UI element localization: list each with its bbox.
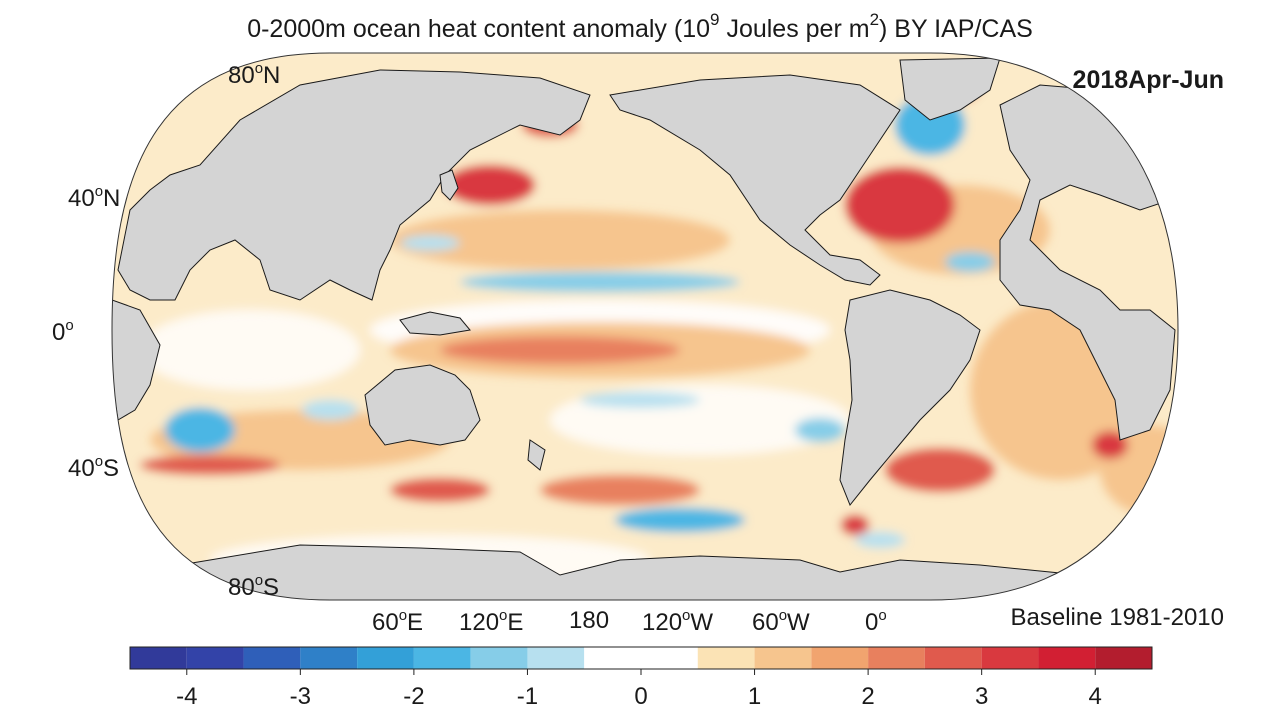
land-japan <box>439 169 459 201</box>
colorbar-tick-label: 4 <box>1088 683 1102 710</box>
title-exponent-2: 2 <box>869 10 880 29</box>
colorbar-swatch <box>413 647 471 669</box>
colorbar-swatch <box>1095 647 1152 669</box>
lat-label-80s: 80oS <box>228 572 280 601</box>
lon-label-120w: 120oW <box>642 607 714 636</box>
colorbar-tick-label: -2 <box>403 683 425 710</box>
colorbar-swatch <box>697 647 755 669</box>
lon-label-180: 180 <box>569 607 610 634</box>
period-label: 2018Apr-Jun <box>1072 66 1224 94</box>
figure-title: 0-2000m ocean heat content anomaly (109 … <box>0 10 1280 44</box>
title-suffix: ) BY IAP/CAS <box>879 15 1033 43</box>
lat-label-40n: 40oN <box>68 183 121 212</box>
land-masses <box>112 57 1176 600</box>
colorbar-tick-label: 2 <box>861 683 875 710</box>
land-europe-africa <box>999 84 1176 441</box>
land-indonesia <box>399 311 471 336</box>
colorbar-swatch <box>811 647 869 669</box>
colorbar-swatch <box>130 647 187 669</box>
colorbar-swatch <box>981 647 1039 669</box>
lon-label-60e: 60oE <box>372 607 424 636</box>
colorbar-tick-label: -3 <box>289 683 311 710</box>
lon-label-0: 0o <box>865 607 887 636</box>
lat-label-80n: 80oN <box>228 60 281 89</box>
colorbar-tick-label: 3 <box>974 683 989 710</box>
colorbar-tick-label: 1 <box>747 683 762 710</box>
title-exponent-1: 9 <box>710 10 720 29</box>
colorbar-swatch <box>300 647 358 669</box>
colorbar-tick-label: -1 <box>516 683 539 710</box>
colorbar-swatch <box>470 647 528 669</box>
land-australia <box>364 364 481 446</box>
colorbar-swatch <box>754 647 812 669</box>
colorbar <box>129 646 1153 675</box>
lat-label-40s: 40oS <box>68 453 120 482</box>
colorbar-tick-label: 0 <box>634 683 648 710</box>
title-middle: Joules per m <box>726 15 870 43</box>
baseline-label: Baseline 1981-2010 <box>1010 604 1224 631</box>
lon-label-60w: 60oW <box>752 607 810 636</box>
colorbar-swatch <box>924 647 982 669</box>
anomaly-field <box>112 53 1178 600</box>
colorbar-tick-label: -4 <box>176 683 198 710</box>
colorbar-swatch <box>1038 647 1096 669</box>
colorbar-swatch <box>186 647 244 669</box>
land-north-america <box>609 74 901 286</box>
globe-outline <box>111 52 1179 601</box>
colorbar-swatch <box>584 647 698 669</box>
colorbar-swatch <box>868 647 925 669</box>
colorbar-swatch <box>527 647 585 669</box>
colorbar-swatch <box>243 647 301 669</box>
colorbar-swatch <box>357 647 414 669</box>
land-new-zealand <box>527 439 546 471</box>
land-south-america <box>839 289 981 506</box>
lat-label-0: 0o <box>52 317 74 346</box>
title-prefix: 0-2000m ocean heat content anomaly (10 <box>247 15 711 43</box>
land-eurasia <box>117 69 591 301</box>
lon-label-120e: 120oE <box>459 607 524 636</box>
